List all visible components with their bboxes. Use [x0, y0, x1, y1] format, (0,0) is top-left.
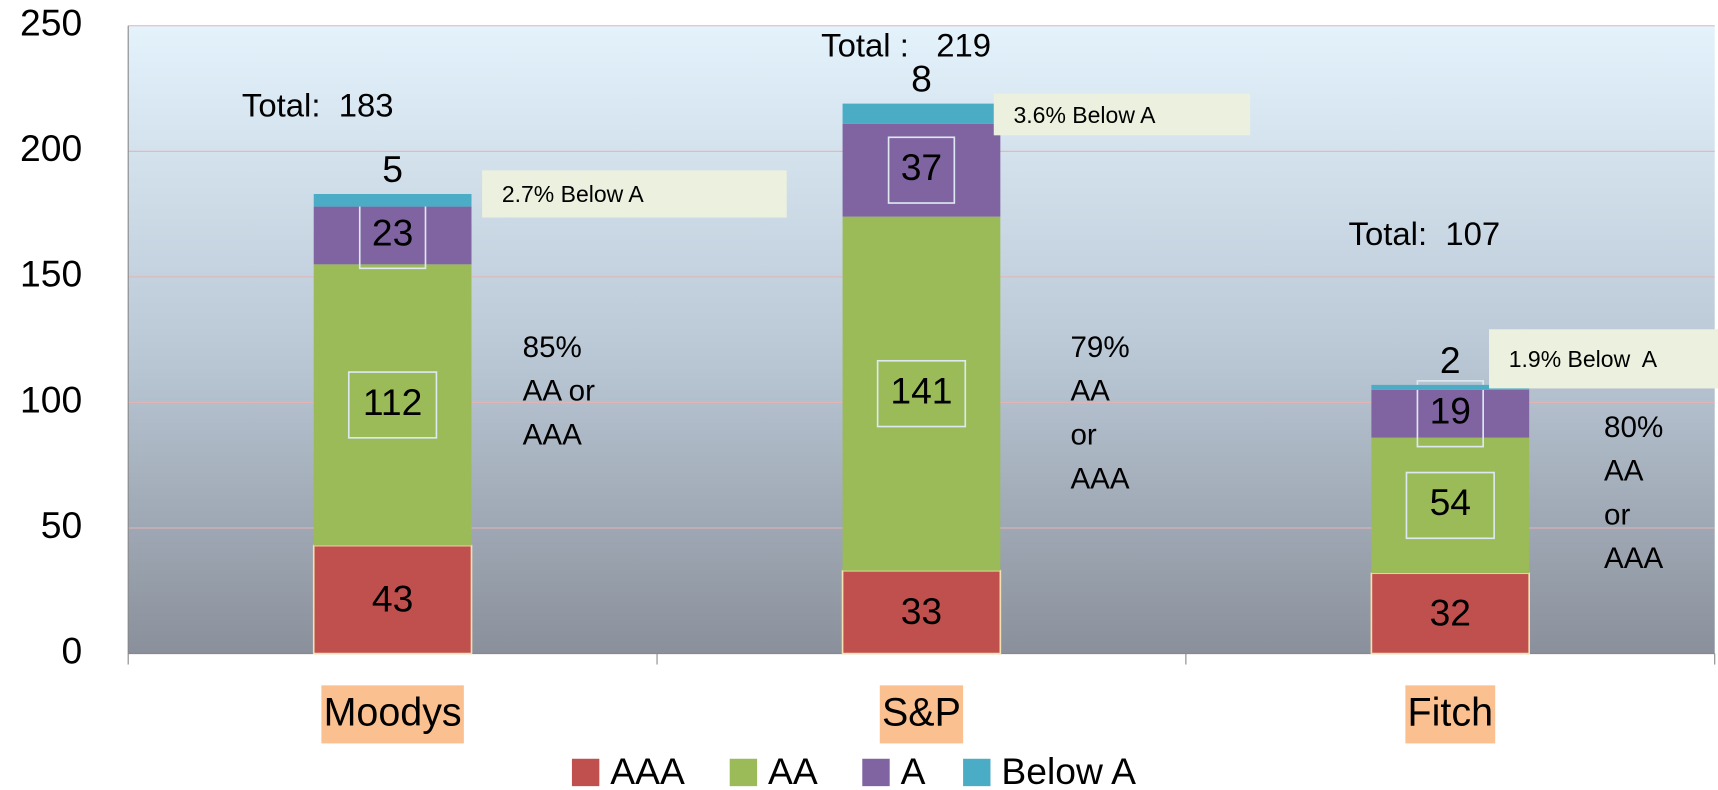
- legend-swatch: [571, 758, 600, 787]
- category-label-bg: [321, 685, 464, 744]
- bar-segment: [313, 264, 472, 546]
- label-frame: [1416, 380, 1484, 448]
- legend-label: AA: [768, 750, 818, 790]
- bar-segment: [312, 544, 473, 655]
- bar-segment: [1371, 389, 1530, 438]
- note-box: [482, 170, 787, 218]
- share-note: AAA: [1070, 462, 1129, 495]
- data-label: 23: [372, 211, 413, 253]
- y-tick-label: 150: [20, 253, 82, 295]
- total-annotation: Total : 219: [821, 26, 991, 63]
- below-a-note: 2.7% Below A: [502, 181, 645, 207]
- data-label: 54: [1430, 481, 1471, 523]
- note-box: [993, 93, 1251, 136]
- total-annotation: Total: 183: [242, 87, 394, 124]
- data-label: 32: [1430, 591, 1471, 633]
- x-tick-label: S&P: [882, 690, 961, 734]
- bar-segment: [1371, 384, 1530, 390]
- x-tick-label: Moodys: [324, 690, 462, 734]
- data-label: 5: [382, 148, 403, 190]
- legend-label: A: [901, 750, 926, 790]
- category-label-bg: [1405, 685, 1496, 744]
- y-tick-label: 50: [41, 504, 82, 546]
- bar-segment: [1370, 572, 1531, 655]
- data-label: 37: [901, 146, 942, 188]
- y-tick-label: 100: [20, 378, 82, 420]
- below-a-note: 1.9% Below A: [1509, 346, 1658, 372]
- label-frame: [887, 136, 956, 204]
- bar-segment: [842, 216, 1001, 571]
- x-tick-label: Fitch: [1408, 690, 1493, 734]
- legend-swatch: [963, 758, 991, 787]
- share-note: or: [1604, 498, 1630, 531]
- bar-segment: [313, 194, 472, 207]
- bar-segment: [842, 103, 1001, 124]
- total-annotation: Total: 107: [1349, 215, 1501, 252]
- share-note: 80%: [1604, 411, 1663, 444]
- label-frame: [876, 359, 967, 428]
- share-note: 79%: [1070, 331, 1129, 364]
- share-note: AA: [1604, 455, 1644, 488]
- data-label: 112: [363, 381, 422, 423]
- label-frame: [1405, 471, 1495, 540]
- below-a-note: 3.6% Below A: [1013, 102, 1156, 128]
- share-note: AAA: [1604, 542, 1663, 575]
- data-label: 33: [901, 590, 942, 632]
- share-note: AAA: [523, 418, 582, 451]
- bar-segment: [313, 206, 472, 265]
- note-box: [1489, 329, 1718, 389]
- legend-label: AAA: [610, 750, 685, 790]
- bar-segment: [842, 123, 1001, 217]
- data-label: 141: [890, 370, 952, 412]
- category-label-bg: [879, 685, 964, 744]
- legend-label: Below A: [1001, 750, 1136, 790]
- y-tick-label: 200: [20, 127, 82, 169]
- bar-segment: [841, 569, 1002, 655]
- share-note: or: [1070, 418, 1096, 451]
- data-label: 19: [1430, 390, 1471, 432]
- share-note: AA or: [523, 375, 595, 408]
- legend-swatch: [729, 758, 758, 787]
- bar-segment: [1371, 437, 1530, 574]
- y-tick-label: 250: [20, 2, 82, 44]
- label-frame: [347, 371, 438, 439]
- share-note: AA: [1070, 375, 1110, 408]
- data-label: 43: [372, 578, 413, 620]
- y-tick-label: 0: [61, 629, 82, 671]
- legend-swatch: [862, 758, 890, 787]
- data-label: 2: [1440, 339, 1461, 381]
- data-label: 8: [911, 58, 932, 100]
- share-note: 85%: [523, 331, 582, 364]
